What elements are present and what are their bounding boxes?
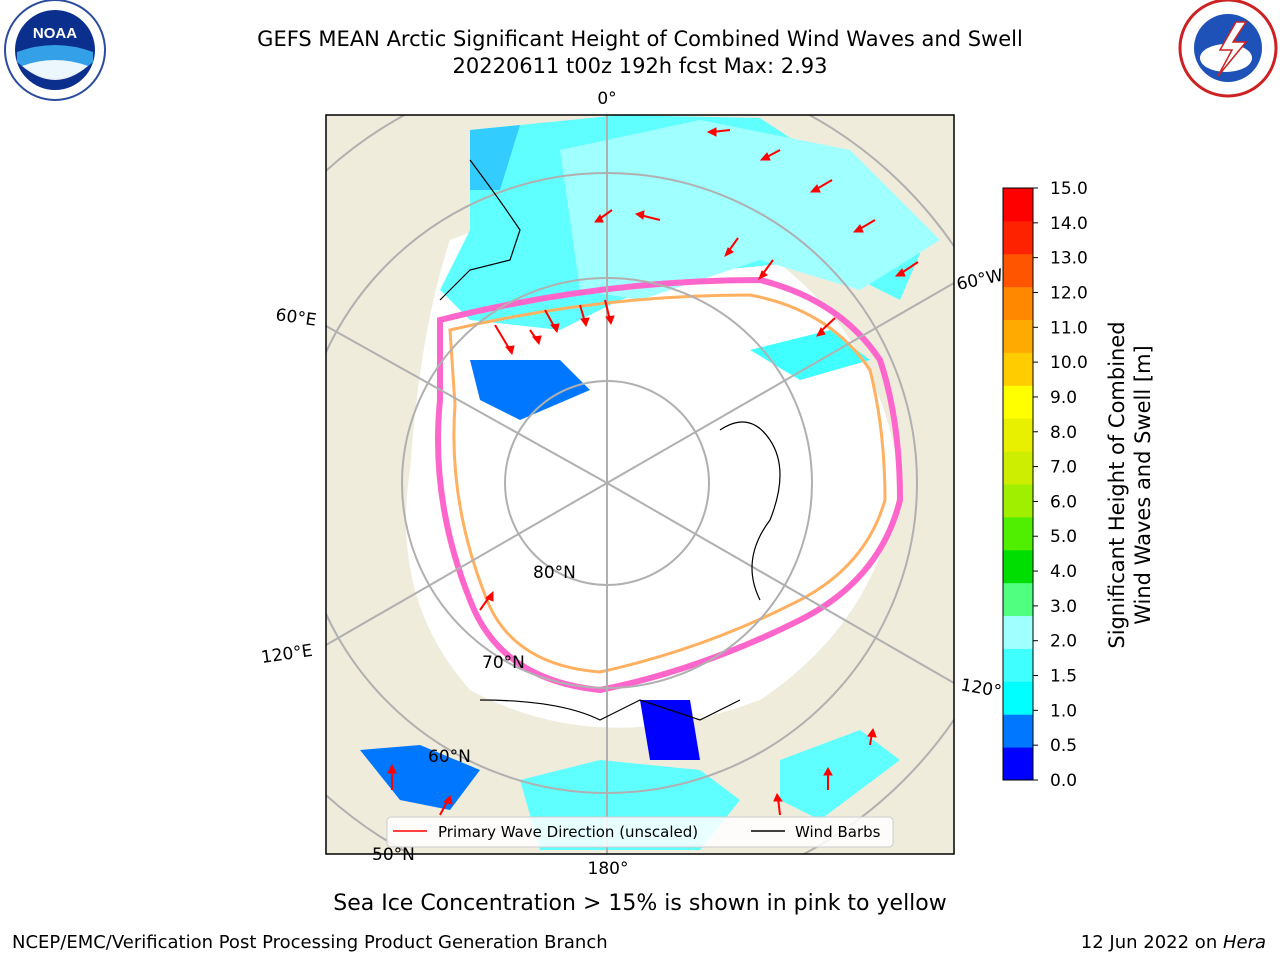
- footer-date: 12 Jun 2022 on Hera: [1081, 932, 1266, 953]
- map-frame: [325, 114, 955, 855]
- noaa-logo-text: NOAA: [33, 25, 77, 42]
- bering-strait-low-waves: [640, 700, 700, 760]
- colorbar-segment: [1003, 451, 1033, 485]
- meridian-120w: [606, 482, 954, 684]
- colorbar-segment: [1003, 188, 1033, 222]
- lat-label-50n: 50°N: [372, 845, 415, 865]
- kara-sea-low-waves: [470, 360, 590, 420]
- colorbar-tick-label: 5.0: [1050, 527, 1077, 547]
- footer-date-text: 12 Jun 2022 on: [1080, 932, 1223, 953]
- colorbar-tick-label: 7.0: [1050, 458, 1077, 478]
- nws-logo: [1178, 0, 1278, 98]
- coastline-scandinavia: [439, 159, 521, 301]
- chart-subtitle: 20220611 t00z 192h fcst Max: 2.93: [452, 54, 828, 78]
- gulf-of-alaska-waves: [780, 730, 900, 820]
- okhotsk-low-waves: [360, 745, 480, 810]
- colorbar-segment: [1003, 582, 1033, 617]
- colorbar-tick-label: 14.0: [1050, 214, 1088, 234]
- footer-host: Hera: [1222, 932, 1266, 953]
- colorbar-tick-label: 4.0: [1050, 562, 1077, 582]
- coastline-siberia: [479, 699, 741, 721]
- colorbar-tick-label: 2.0: [1050, 632, 1077, 652]
- legend-wind-barbs-label: Wind Barbs: [795, 823, 881, 841]
- colorbar-segment: [1003, 615, 1033, 649]
- chart-title: GEFS MEAN Arctic Significant Height of C…: [257, 27, 1023, 51]
- colorbar-tick-label: 0.0: [1050, 771, 1077, 791]
- colorbar-segment: [1003, 286, 1033, 321]
- colorbar-frame: [1002, 187, 1034, 781]
- colorbar-segment: [1003, 253, 1033, 288]
- colorbar-tick-label: 1.0: [1050, 701, 1077, 721]
- colorbar-segment: [1003, 418, 1033, 452]
- colorbar-tick-label: 13.0: [1050, 249, 1088, 269]
- map-legend: Primary Wave Direction (unscaled) Wind B…: [386, 816, 894, 848]
- colorbar-segment: [1003, 220, 1033, 255]
- footer-branch: NCEP/EMC/Verification Post Processing Pr…: [12, 932, 608, 953]
- colorbar-tick-label: 6.0: [1050, 492, 1077, 512]
- lon-label-60w: 60°W: [955, 266, 1005, 295]
- colorbar-tick-label: 1.5: [1050, 667, 1077, 687]
- colorbar-tick-label: 12.0: [1050, 283, 1088, 303]
- colorbar-segment: [1003, 714, 1033, 748]
- legend-primary-wave-label: Primary Wave Direction (unscaled): [438, 823, 698, 841]
- colorbar-label-line2: Wind Waves and Swell [m]: [1131, 345, 1155, 625]
- colorbar-segment: [1003, 549, 1033, 584]
- ice-note: Sea Ice Concentration > 15% is shown in …: [333, 891, 947, 916]
- noaa-logo: NOAA: [4, 0, 106, 101]
- meridian-120e: [326, 482, 608, 646]
- colorbar-label-line1: Significant Height of Combined: [1105, 321, 1129, 648]
- colorbar-segment: [1003, 385, 1033, 419]
- colorbar-tick-label: 3.0: [1050, 597, 1077, 617]
- lat-label-80n: 80°N: [533, 563, 576, 583]
- colorbar-segment: [1003, 747, 1033, 781]
- colorbar-segment: [1003, 319, 1033, 353]
- colorbar-tick-label: 11.0: [1050, 318, 1088, 338]
- colorbar-tick-label: 9.0: [1050, 388, 1077, 408]
- colorbar-segment: [1003, 484, 1033, 518]
- baltic-waves: [470, 125, 520, 190]
- lon-label-60e: 60°E: [274, 305, 317, 330]
- wave-arrows: [387, 127, 919, 816]
- colorbar-segment: [1003, 681, 1033, 715]
- ice-edge-pink: [435, 276, 904, 694]
- labrador-waves: [750, 330, 870, 380]
- colorbar-tick-label: 0.5: [1050, 736, 1077, 756]
- lon-label-120e: 120°E: [260, 641, 314, 668]
- coastline-canada: [719, 421, 781, 601]
- ice-edge-orange: [448, 293, 887, 674]
- lon-label-0: 0°: [597, 89, 616, 109]
- lon-label-180: 180°: [588, 859, 629, 879]
- colorbar-tick-label: 10.0: [1050, 353, 1088, 373]
- colorbar-segment: [1003, 352, 1033, 386]
- lat-label-70n: 70°N: [482, 653, 525, 673]
- north-atlantic-waves-light: [560, 120, 940, 300]
- colorbar: 0.0 0.5 1.0 1.5 2.0 3.0 4.0 5.0 6.0 7.0 8.0 9.0 10.0…: [1002, 179, 1088, 791]
- colorbar-tick-label: 8.0: [1050, 423, 1077, 443]
- colorbar-tick-label: 15.0: [1050, 179, 1088, 199]
- meridian-60w: [606, 282, 954, 484]
- colorbar-segment: [1003, 516, 1033, 551]
- meridian-60e: [326, 325, 608, 484]
- colorbar-segment: [1003, 648, 1033, 682]
- polar-map: [326, 115, 954, 854]
- lat-label-60n: 60°N: [428, 747, 471, 767]
